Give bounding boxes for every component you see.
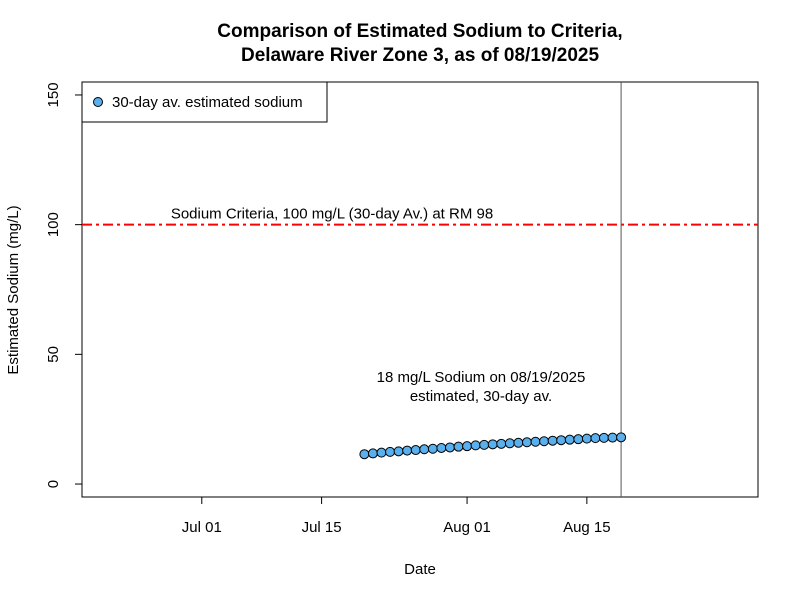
data-point (581, 433, 592, 444)
data-point (436, 442, 447, 453)
data-point (616, 432, 627, 443)
data-point (470, 440, 481, 451)
annotation-line1: 18 mg/L Sodium on 08/19/2025 (377, 369, 586, 386)
chart-title-line1: Comparison of Estimated Sodium to Criter… (217, 21, 622, 42)
data-point (487, 439, 498, 450)
data-point (367, 448, 378, 459)
data-point (598, 432, 609, 443)
data-point (402, 445, 413, 456)
y-tick-label: 100 (45, 212, 62, 237)
data-point (573, 434, 584, 445)
y-axis-label: Estimated Sodium (mg/L) (5, 205, 22, 374)
y-axis: 0 50 100 150 (45, 82, 83, 488)
data-point (462, 441, 473, 452)
x-tick-label: Jul 01 (182, 519, 222, 536)
x-axis-label: Date (404, 561, 436, 578)
x-tick-label: Aug 01 (443, 519, 491, 536)
data-point (453, 441, 464, 452)
data-point (607, 432, 618, 443)
data-point (427, 443, 438, 454)
y-tick-label: 150 (45, 82, 62, 107)
legend-label: 30-day av. estimated sodium (112, 94, 303, 111)
data-point (590, 433, 601, 444)
data-point (504, 438, 515, 449)
data-point (496, 438, 507, 449)
legend-marker-icon (93, 97, 103, 107)
data-point (556, 435, 567, 446)
data-point (530, 436, 541, 447)
chart-title-line2: Delaware River Zone 3, as of 08/19/2025 (241, 45, 599, 66)
annotation-line2: estimated, 30-day av. (410, 388, 552, 405)
data-point (547, 435, 558, 446)
y-tick-label: 0 (45, 480, 62, 488)
data-point (419, 444, 430, 455)
legend: 30-day av. estimated sodium (81, 81, 328, 123)
data-point (521, 437, 532, 448)
data-point (376, 447, 387, 458)
data-point (359, 449, 370, 460)
plot-frame (81, 81, 759, 498)
criteria-label: Sodium Criteria, 100 mg/L (30-day Av.) a… (171, 206, 493, 223)
data-point (513, 437, 524, 448)
data-point (564, 434, 575, 445)
legend-box (81, 81, 328, 123)
y-tick-label: 50 (45, 346, 62, 363)
data-points (359, 432, 627, 460)
x-tick-label: Aug 15 (563, 519, 611, 536)
data-point (410, 445, 421, 456)
data-point (393, 446, 404, 457)
data-point (539, 436, 550, 447)
x-tick-label: Jul 15 (302, 519, 342, 536)
data-point (444, 442, 455, 453)
data-point (479, 439, 490, 450)
x-axis: Jul 01 Jul 15 Aug 01 Aug 15 (182, 496, 611, 536)
data-point (385, 446, 396, 457)
